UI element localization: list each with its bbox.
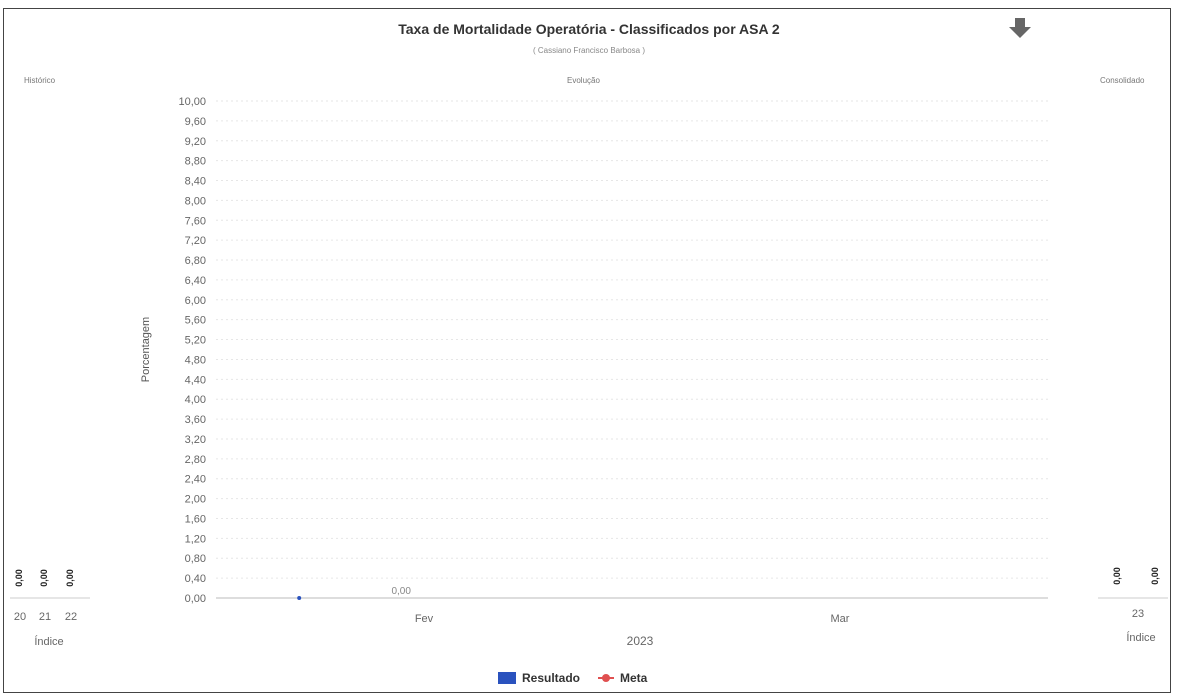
data-label: 0,00 — [39, 569, 49, 587]
legend-item-resultado[interactable]: Resultado — [498, 671, 580, 685]
chart-subtitle: ( Cassiano Francisco Barbosa ) — [532, 46, 646, 55]
y-tick-label: 0,80 — [185, 553, 206, 565]
x-tick-label: 23 — [1132, 608, 1144, 620]
y-tick-label: 10,00 — [178, 96, 206, 108]
y-tick-label: 8,40 — [185, 176, 206, 188]
legend-label-meta: Meta — [620, 671, 648, 685]
y-tick-label: 9,60 — [185, 116, 206, 128]
y-tick-label: 2,00 — [185, 494, 206, 506]
data-label: 0,00 — [14, 569, 24, 587]
y-tick-label: 4,80 — [185, 354, 206, 366]
y-tick-label: 6,80 — [185, 255, 206, 267]
y-tick-label: 8,80 — [185, 156, 206, 168]
chart-frame — [3, 8, 1171, 693]
y-tick-label: 8,00 — [185, 195, 206, 207]
panel-label-historico: Histórico — [24, 76, 56, 85]
y-tick-label: 7,20 — [185, 235, 206, 247]
chart-legend: Resultado Meta — [498, 671, 665, 685]
y-tick-label: 1,60 — [185, 513, 206, 525]
series-point-resultado — [297, 596, 302, 600]
y-tick-label: 2,80 — [185, 454, 206, 466]
y-tick-label: 1,20 — [185, 533, 206, 545]
y-tick-label: 3,20 — [185, 434, 206, 446]
y-tick-label: 5,60 — [185, 315, 206, 327]
y-tick-label: 5,20 — [185, 335, 206, 347]
y-tick-label: 0,40 — [185, 573, 206, 585]
y-tick-label: 9,20 — [185, 136, 206, 148]
data-label: 0,00 — [65, 569, 75, 587]
x-tick-label: Mar — [831, 613, 850, 625]
x-axis-label: Índice — [1126, 631, 1155, 644]
y-tick-label: 6,00 — [185, 295, 206, 307]
data-label: 0,00 — [1112, 567, 1122, 585]
panel-label-consolidado: Consolidado — [1100, 76, 1145, 85]
y-axis-label: Porcentagem — [140, 317, 152, 382]
x-axis-label: Índice — [34, 635, 63, 648]
legend-item-meta[interactable]: Meta — [598, 671, 647, 685]
x-tick-label: 21 — [39, 611, 51, 623]
x-axis-label: 2023 — [627, 634, 654, 648]
chart-title: Taxa de Mortalidade Operatória - Classif… — [398, 21, 780, 37]
x-tick-label: 22 — [65, 611, 77, 623]
y-tick-label: 7,60 — [185, 215, 206, 227]
y-tick-label: 0,00 — [185, 593, 206, 605]
x-tick-label: Fev — [415, 613, 434, 625]
data-label: 0,00 — [1150, 567, 1160, 585]
y-tick-label: 4,40 — [185, 374, 206, 386]
legend-swatch-meta — [598, 672, 615, 684]
y-tick-label: 6,40 — [185, 275, 206, 287]
y-tick-label: 3,60 — [185, 414, 206, 426]
panel-label-evolucao: Evolução — [567, 76, 600, 85]
x-tick-label: 20 — [14, 611, 26, 623]
download-arrow-icon[interactable] — [1008, 16, 1032, 40]
legend-label-resultado: Resultado — [522, 671, 581, 685]
legend-swatch-resultado — [498, 672, 516, 684]
data-label: 0,00 — [391, 586, 411, 597]
y-tick-label: 2,40 — [185, 474, 206, 486]
y-tick-label: 4,00 — [185, 394, 206, 406]
